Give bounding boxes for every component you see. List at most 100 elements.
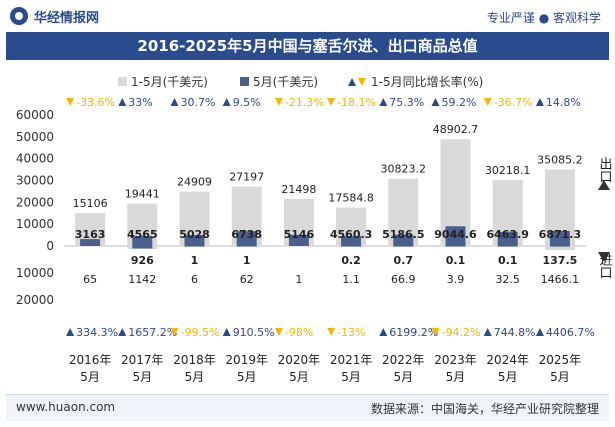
import-growth-label: -99.5% (181, 326, 220, 339)
x-tick-label: 5月 (498, 370, 518, 384)
export-growth-label: -33.6% (76, 96, 115, 109)
export-month-label: 5028 (179, 228, 210, 241)
export-month-bar (549, 230, 570, 246)
growth-down-triangle-icon (483, 98, 492, 106)
import-month-label: 0.1 (498, 254, 518, 267)
import-growth-label: 910.5% (233, 326, 275, 339)
x-tick-label: 2019年 (225, 353, 268, 367)
export-growth-label: -18.1% (337, 96, 376, 109)
import-total-bar (75, 246, 106, 247)
export-month-label: 5186.5 (382, 228, 424, 241)
x-tick-label: 5月 (80, 370, 100, 384)
import-month-label: 1 (191, 254, 199, 267)
import-growth-label: 744.8% (494, 326, 536, 339)
export-growth-label: 9.5% (233, 96, 261, 109)
export-total-label: 27197 (229, 171, 264, 184)
import-growth-label: -94.2% (442, 326, 481, 339)
export-total-label: 19441 (125, 188, 160, 201)
import-total-label: 1 (295, 273, 302, 286)
import-growth-label: -98% (285, 326, 313, 339)
growth-down-triangle-icon (327, 98, 336, 106)
import-total-label: 3.9 (447, 273, 465, 286)
export-month-label: 3163 (75, 228, 106, 241)
title-bar: 2016-2025年5月中国与塞舌尔进、出口商品总值 (6, 32, 609, 60)
import-month-bar (497, 246, 518, 247)
export-month-bar (236, 231, 257, 246)
x-tick-label: 5月 (393, 370, 413, 384)
import-total-label: 65 (83, 273, 97, 286)
import-total-label: 1.1 (342, 273, 360, 286)
import-total-label: 32.5 (495, 273, 520, 286)
export-month-bar (497, 231, 518, 246)
side-label-export: 出口 (597, 157, 612, 183)
import-growth-label: -13% (337, 326, 365, 339)
export-month-bar (184, 235, 205, 246)
x-tick-label: 2023年 (434, 353, 477, 367)
y-tick-label: 20000 (16, 195, 54, 209)
growth-up-triangle-icon (379, 328, 388, 336)
y-tick-label: 60000 (16, 108, 54, 122)
growth-down-triangle-icon (170, 328, 179, 336)
x-tick-label: 5月 (132, 370, 152, 384)
x-tick-label: 2021年 (330, 353, 373, 367)
top-bar: 华经情报网 专业严谨 ● 客观科学 (0, 0, 615, 32)
tagline: 专业严谨 ● 客观科学 (486, 11, 601, 25)
import-month-label: 0.1 (446, 254, 466, 267)
export-month-label: 4560.3 (330, 228, 372, 241)
import-month-bar (549, 246, 570, 247)
growth-up-triangle-icon (222, 98, 231, 106)
import-month-label: 1 (243, 254, 251, 267)
brand-name: 华经情报网 (34, 10, 100, 26)
import-total-bar (283, 246, 314, 247)
export-total-label: 35085.2 (537, 153, 583, 166)
growth-up-triangle-icon (483, 328, 492, 336)
x-tick-label: 2024年 (486, 353, 529, 367)
import-month-bar (236, 246, 257, 247)
y-tick-label: 10000 (16, 217, 54, 231)
export-growth-label: 30.7% (181, 96, 216, 109)
import-month-label: 137.5 (543, 254, 578, 267)
x-tick-label: 5月 (341, 370, 361, 384)
chart-title: 2016-2025年5月中国与塞舌尔进、出口商品总值 (137, 37, 478, 55)
export-month-label: 5146 (284, 228, 315, 241)
brand-logo-icon (10, 7, 28, 25)
export-month-bar (288, 234, 309, 246)
import-growth-label: 1657.2% (128, 326, 177, 339)
y-tick-label: 30000 (16, 174, 54, 188)
growth-up-triangle-icon (535, 328, 544, 336)
footer: www.huaon.com 数据来源：中国海关，华经产业研究院整理 (6, 394, 609, 421)
growth-up-triangle-icon (66, 328, 75, 336)
export-month-bar (132, 236, 153, 246)
export-arrow-up-icon (598, 180, 610, 190)
import-month-bar (445, 246, 466, 247)
growth-down-triangle-icon (431, 328, 440, 336)
legend-label-growth: 1-5月同比增长率(%) (371, 74, 483, 89)
y-tick-label: 0 (46, 239, 54, 253)
y-tick-label: 20000 (16, 293, 54, 307)
export-growth-label: 33% (128, 96, 152, 109)
x-tick-label: 5月 (289, 370, 309, 384)
import-month-bar (184, 246, 205, 247)
import-month-label: 926 (131, 254, 154, 267)
growth-up-triangle-icon (170, 98, 179, 106)
x-tick-label: 5月 (185, 370, 205, 384)
growth-up-triangle-icon (118, 98, 127, 106)
import-total-label: 1466.1 (541, 273, 580, 286)
export-month-bar (393, 234, 414, 246)
export-total-label: 24909 (177, 176, 212, 189)
import-total-label: 6 (191, 273, 198, 286)
x-tick-label: 2017年 (121, 353, 164, 367)
x-tick-label: 2016年 (69, 353, 112, 367)
export-month-label: 6463.9 (486, 228, 528, 241)
export-month-bar (80, 239, 101, 246)
export-growth-label: 75.3% (389, 96, 424, 109)
legend-label-total: 1-5月(千美元) (131, 75, 208, 89)
growth-down-triangle-icon (274, 98, 283, 106)
export-growth-label: 59.2% (442, 96, 477, 109)
side-label-import: 进口 (597, 253, 613, 279)
growth-down-triangle-icon (327, 328, 336, 336)
x-tick-label: 5月 (446, 370, 466, 384)
import-growth-label: 6199.2% (389, 326, 438, 339)
legend-down-triangle-icon (358, 78, 366, 86)
